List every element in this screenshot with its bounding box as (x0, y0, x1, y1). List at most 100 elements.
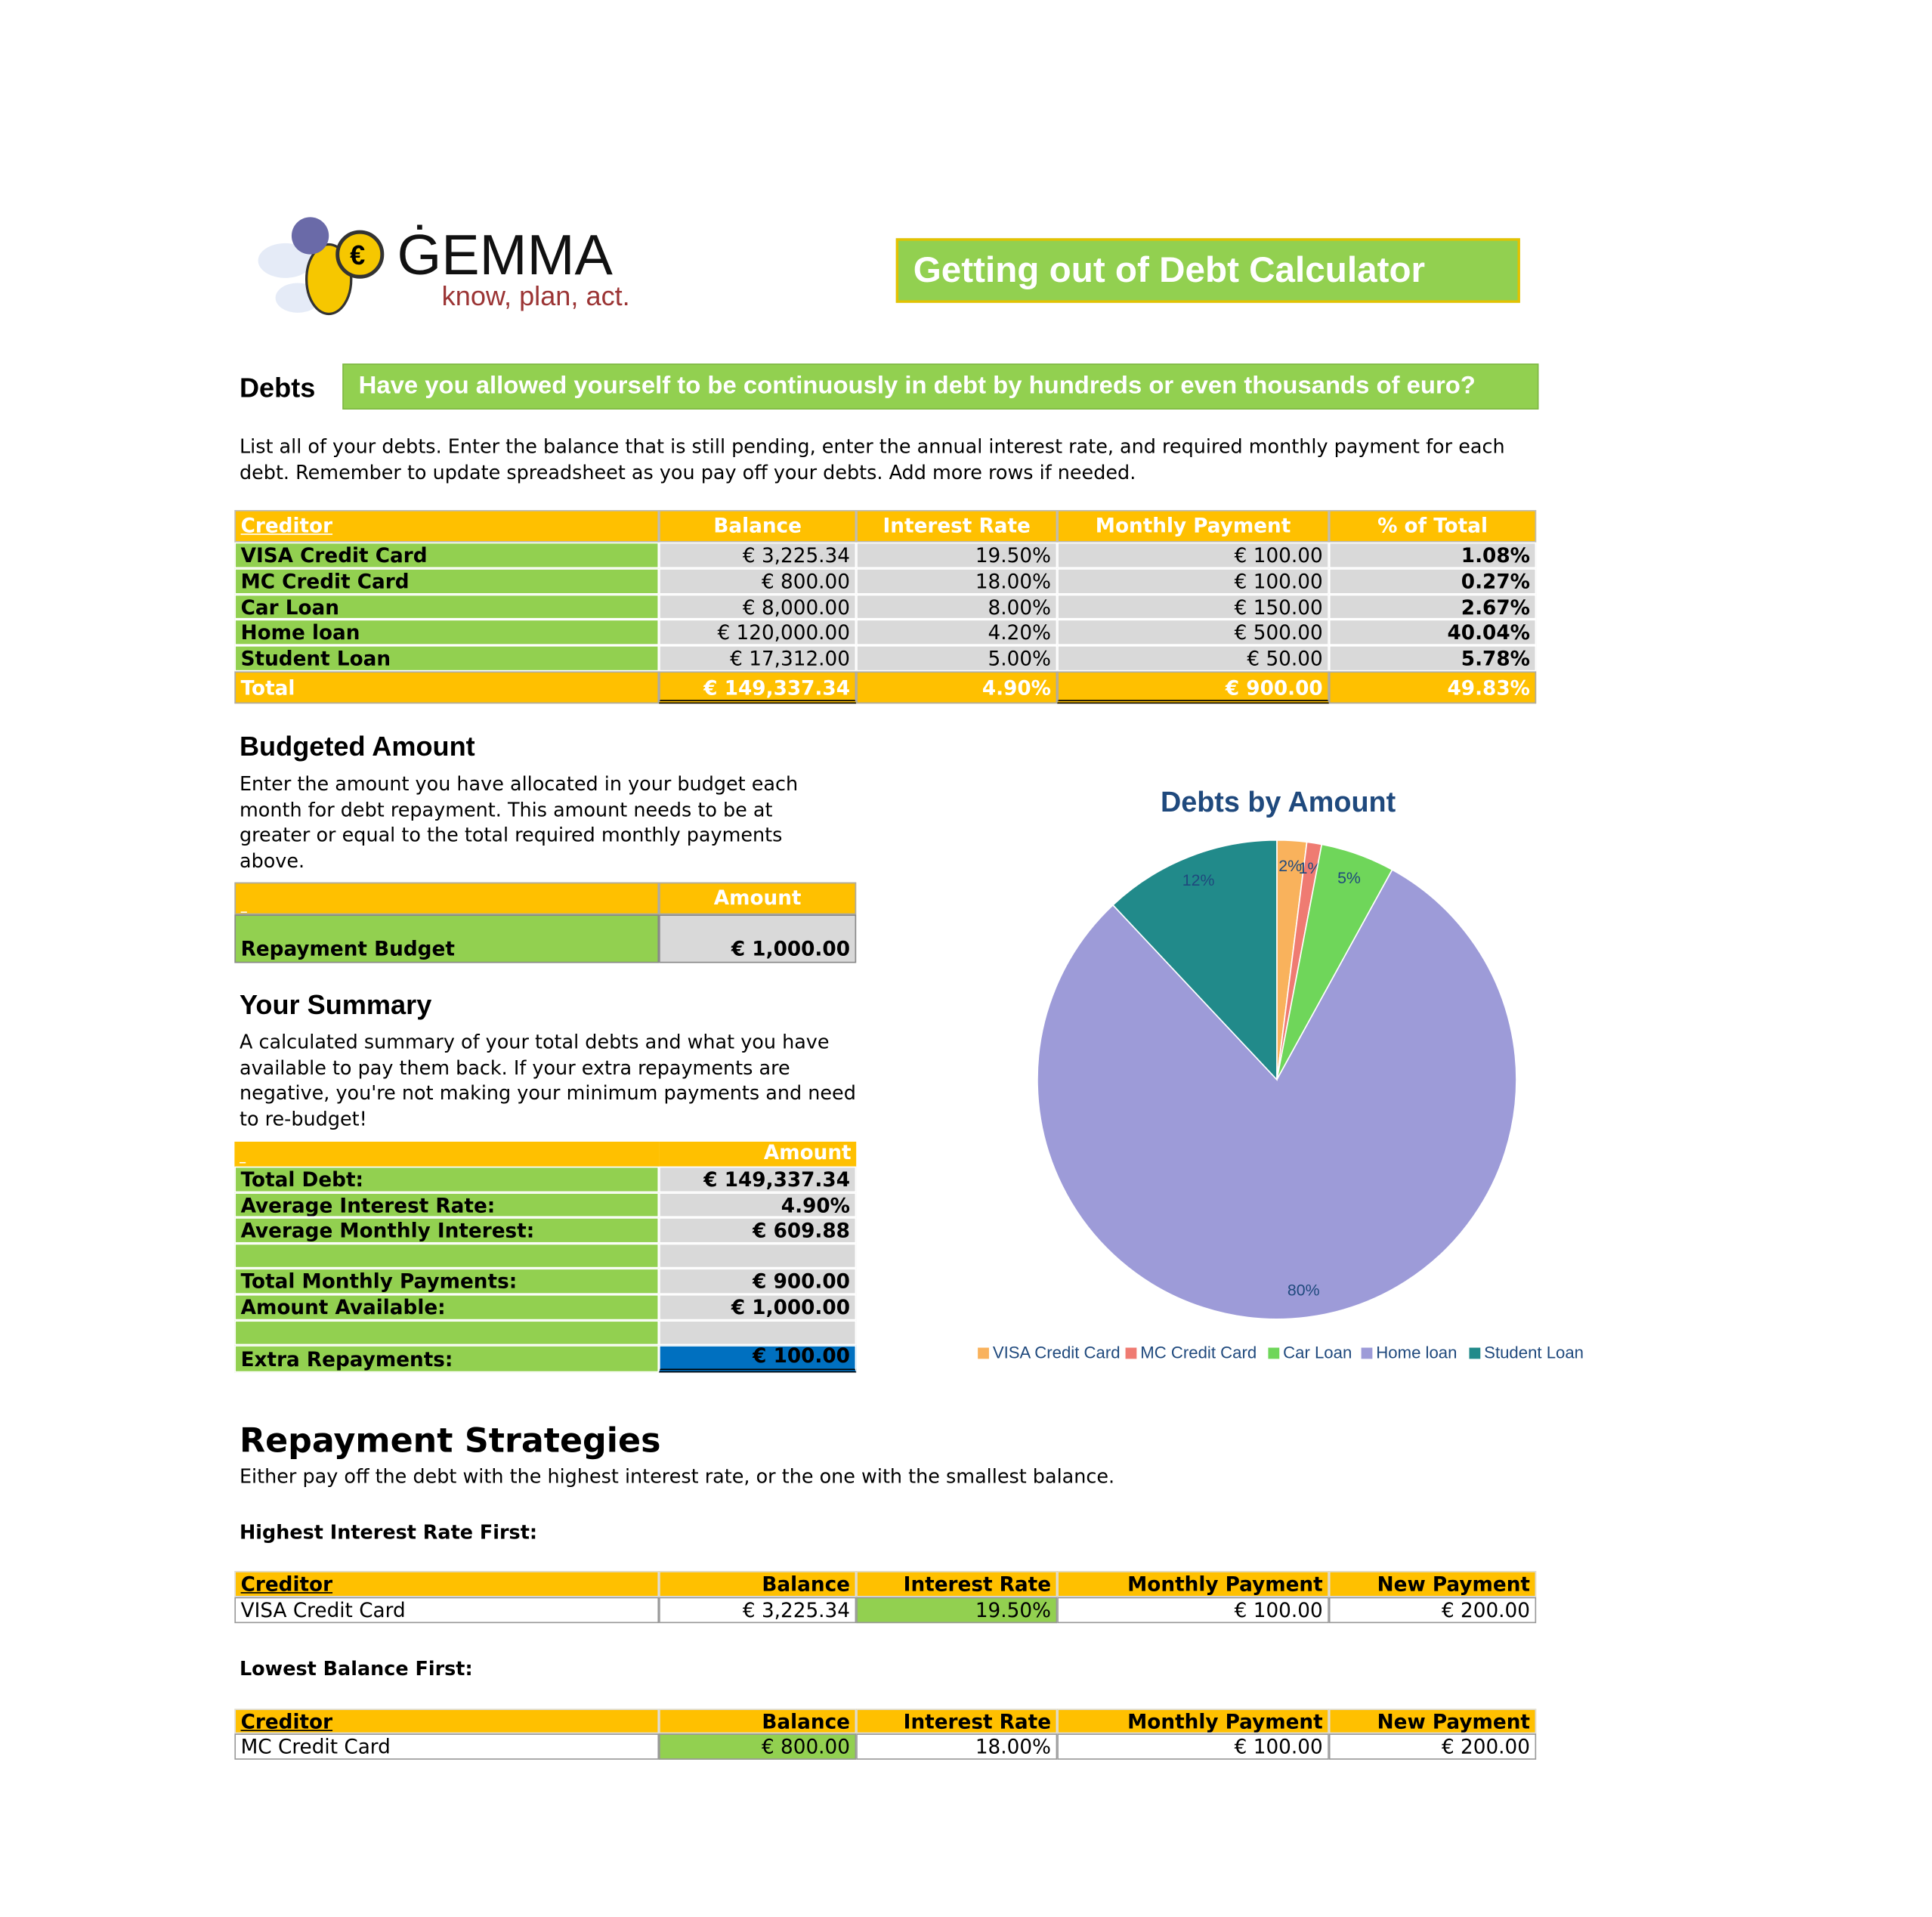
total-cell: € 149,337.34 (659, 671, 857, 704)
header-cell: Interest Rate (856, 1708, 1058, 1734)
table-label: Lowest Balance First: (239, 1658, 473, 1680)
table-cell: Car Loan (234, 593, 660, 620)
table-cell: 18.00% (856, 567, 1058, 594)
table-cell: € 150.00 (1057, 593, 1329, 620)
table-cell (234, 1319, 660, 1346)
table-cell: € 1,000.00 (659, 914, 857, 963)
table-cell: 19.50% (856, 1597, 1058, 1623)
table-cell: € 1,000.00 (659, 1294, 857, 1320)
table-cell: Student Loan (234, 645, 660, 672)
pie-chart: Debts by Amount 2%1%5%80%12%VISA Credit … (978, 787, 1584, 1362)
table-cell: € 900.00 (659, 1269, 857, 1294)
header-cell: Amount (659, 882, 857, 915)
table-cell: 4.90% (659, 1192, 857, 1218)
header-cell: _ (234, 1141, 660, 1167)
logo-name: ĠEMMA (397, 221, 613, 287)
table-cell: € 8,000.00 (659, 593, 857, 620)
legend-label: Home loan (1376, 1343, 1457, 1362)
table-cell: Extra Repayments: (234, 1345, 660, 1373)
table-cell: € 100.00 (1057, 1733, 1329, 1759)
table-cell: 4.20% (856, 620, 1058, 646)
table-cell: € 3,225.34 (659, 542, 857, 568)
intro-text: List all of your debts. Enter the balanc… (239, 435, 1505, 484)
data-label: 80% (1287, 1281, 1320, 1299)
pie-slice (1037, 868, 1517, 1320)
table-cell: € 120,000.00 (659, 620, 857, 646)
header-cell: Interest Rate (856, 509, 1058, 543)
table-cell: € 100.00 (1057, 567, 1329, 594)
pie-slice (1111, 839, 1278, 1081)
header-cell: Interest Rate (856, 1571, 1058, 1597)
legend-swatch (1125, 1347, 1137, 1359)
data-label: 2% (1278, 857, 1302, 875)
header-cell: Creditor (234, 1571, 660, 1597)
intro-text: Enter the amount you have allocated in y… (239, 773, 799, 872)
table-cell (659, 1319, 857, 1346)
table-cell: 18.00% (856, 1733, 1058, 1759)
legend-swatch (1469, 1347, 1481, 1359)
table-cell (659, 1243, 857, 1269)
legend-label: Car Loan (1283, 1343, 1352, 1362)
table-cell: € 800.00 (659, 567, 857, 594)
total-cell: 4.90% (856, 671, 1058, 704)
header-cell: Creditor (234, 1708, 660, 1734)
legend-label: VISA Credit Card (993, 1343, 1121, 1362)
table-cell: VISA Credit Card (234, 1597, 660, 1623)
table-cell: Amount Available: (234, 1294, 660, 1320)
header-cell: New Payment (1328, 1571, 1537, 1597)
table-cell: Total Debt: (234, 1166, 660, 1192)
legend-label: MC Credit Card (1140, 1343, 1257, 1362)
table-cell: € 500.00 (1057, 620, 1329, 646)
header-cell: Monthly Payment (1057, 509, 1329, 543)
legend-swatch (978, 1347, 989, 1359)
header-cell: % of Total (1328, 509, 1537, 543)
table-cell: VISA Credit Card (234, 542, 660, 568)
table-cell (234, 1243, 660, 1269)
table-cell: € 149,337.34 (659, 1166, 857, 1192)
total-cell: 49.83% (1328, 671, 1537, 704)
table-cell: 19.50% (856, 542, 1058, 568)
header-cell: Amount (659, 1141, 857, 1167)
table-cell: € 3,225.34 (659, 1597, 857, 1623)
banner: Have you allowed yourself to be continuo… (342, 363, 1539, 410)
table-cell: 5.78% (1328, 645, 1537, 672)
table-cell: 8.00% (856, 593, 1058, 620)
table-cell: Repayment Budget (234, 914, 660, 963)
table-cell: 5.00% (856, 645, 1058, 672)
table-label: Highest Interest Rate First: (239, 1521, 538, 1544)
legend-swatch (1361, 1347, 1373, 1359)
data-label: 12% (1182, 871, 1215, 889)
table-cell: € 609.88 (659, 1217, 857, 1244)
total-cell: € 900.00 (1057, 671, 1329, 704)
legend-label: Student Loan (1484, 1343, 1584, 1362)
table-cell: 0.27% (1328, 567, 1537, 594)
section-heading: Repayment Strategies (239, 1422, 661, 1461)
section-heading: Your Summary (239, 988, 432, 1020)
table-cell: MC Credit Card (234, 1733, 660, 1759)
header-cell: Monthly Payment (1057, 1571, 1329, 1597)
table-cell: MC Credit Card (234, 567, 660, 594)
logo-tagline: know, plan, act. (441, 280, 630, 312)
header-cell: New Payment (1328, 1708, 1537, 1734)
section-heading: Debts (239, 372, 316, 403)
svg-text:€: € (350, 240, 365, 271)
header-cell: Balance (659, 1708, 857, 1734)
table-cell: € 200.00 (1328, 1597, 1537, 1623)
table-cell: 2.67% (1328, 593, 1537, 620)
intro-text: A calculated summary of your total debts… (239, 1031, 856, 1130)
table-cell: € 800.00 (659, 1733, 857, 1759)
table-cell: 40.04% (1328, 620, 1537, 646)
intro-text: Either pay off the debt with the highest… (239, 1465, 1115, 1489)
logo-icon: € (258, 217, 385, 316)
header-cell: Creditor (234, 509, 660, 543)
table-cell: € 50.00 (1057, 645, 1329, 672)
table-cell: € 100.00 (1057, 542, 1329, 568)
table-cell: Total Monthly Payments: (234, 1269, 660, 1294)
table-cell: € 100.00 (1057, 1597, 1329, 1623)
data-label: 5% (1337, 869, 1361, 887)
header-cell: Balance (659, 1571, 857, 1597)
header-cell: _ (234, 882, 660, 915)
table-cell: 1.08% (1328, 542, 1537, 568)
total-cell: Total (234, 671, 660, 704)
